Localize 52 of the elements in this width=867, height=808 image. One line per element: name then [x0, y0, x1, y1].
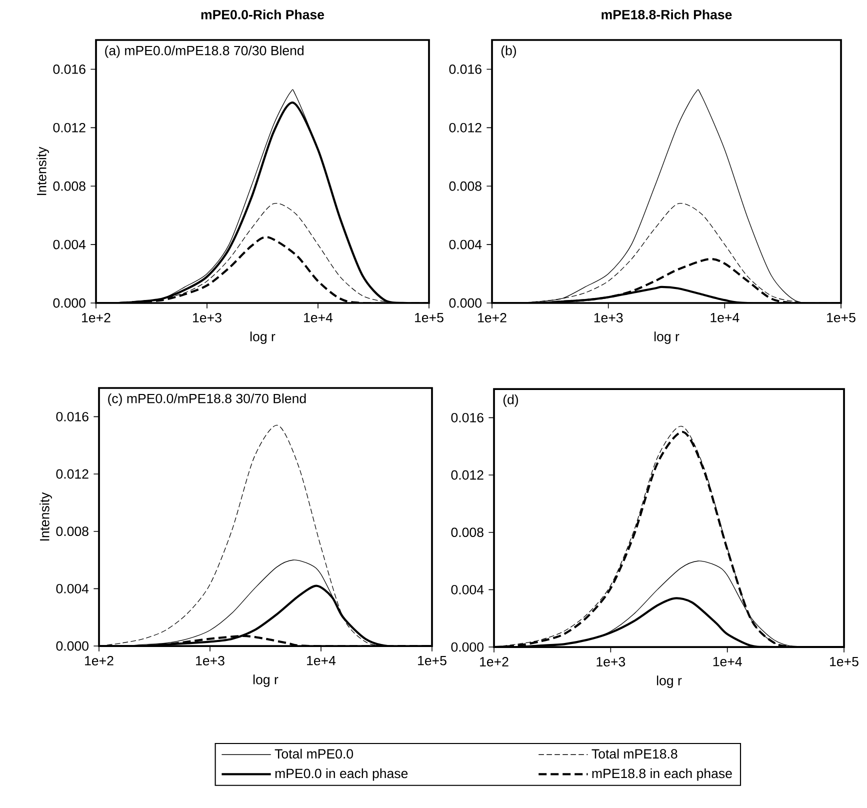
y-tick-label: 0.004 — [53, 240, 86, 250]
x-tick-label: 1e+3 — [594, 313, 623, 322]
x-axis-title: log r — [656, 676, 682, 688]
y-tick-label: 0.000 — [451, 642, 484, 652]
y-tick-label: 0.012 — [449, 122, 482, 132]
x-tick-label: 1e+3 — [196, 656, 224, 666]
y-axis-title: Intensity — [36, 146, 49, 196]
annotation: (b) — [501, 46, 516, 58]
y-tick-label: 0.008 — [53, 181, 86, 191]
y-tick-label: 0.016 — [53, 64, 86, 74]
x-tick-label: 1e+5 — [830, 657, 858, 666]
y-tick-label: 0.000 — [53, 298, 86, 308]
x-tick-label: 1e+4 — [713, 657, 742, 666]
y-tick-label: 0.004 — [451, 584, 484, 594]
x-tick-label: 1e+5 — [827, 313, 856, 322]
legend-label: Total mPE18.8 — [592, 748, 678, 759]
y-tick-label: 0.008 — [449, 181, 482, 191]
y-tick-label: 0.000 — [449, 298, 482, 308]
annotation: (a) mPE0.0/mPE18.8 70/30 Blend — [105, 46, 304, 58]
chart-title: mPE18.8-Rich Phase — [602, 10, 732, 20]
y-axis-title: Intensity — [40, 492, 52, 541]
x-tick-label: 1e+4 — [304, 313, 333, 322]
y-tick-label: 0.004 — [56, 584, 89, 594]
annotation: (c) mPE0.0/mPE18.8 30/70 Blend — [108, 393, 306, 406]
y-tick-label: 0.016 — [449, 64, 482, 74]
legend-label: mPE18.8 in each phase — [592, 768, 732, 781]
y-tick-label: 0.008 — [56, 526, 88, 536]
x-axis-title: log r — [654, 332, 680, 344]
x-axis-title: log r — [253, 674, 278, 687]
x-tick-label: 1e+4 — [307, 656, 336, 666]
x-axis-title: log r — [250, 332, 276, 344]
x-tick-label: 1e+2 — [85, 656, 114, 666]
legend-label: mPE0.0 in each phase — [275, 768, 408, 781]
x-tick-label: 1e+4 — [710, 313, 740, 322]
x-tick-label: 1e+5 — [418, 656, 446, 666]
x-tick-label: 1e+5 — [415, 313, 444, 322]
x-tick-label: 1e+3 — [596, 657, 626, 666]
y-tick-label: 0.004 — [449, 240, 482, 250]
y-tick-label: 0.008 — [451, 528, 484, 538]
y-tick-label: 0.000 — [56, 641, 88, 651]
y-tick-label: 0.016 — [56, 412, 88, 422]
y-tick-label: 0.012 — [56, 469, 88, 479]
legend-label: Total mPE0.0 — [274, 748, 354, 759]
y-tick-label: 0.012 — [53, 122, 86, 132]
chart-title: mPE0.0-Rich Phase — [201, 10, 324, 20]
y-tick-label: 0.012 — [451, 470, 484, 480]
x-tick-label: 1e+2 — [82, 313, 110, 322]
x-tick-label: 1e+3 — [193, 313, 222, 322]
x-tick-label: 1e+2 — [478, 313, 506, 322]
annotation: (d) — [503, 394, 518, 407]
x-tick-label: 1e+2 — [480, 657, 508, 666]
y-tick-label: 0.016 — [451, 412, 484, 422]
